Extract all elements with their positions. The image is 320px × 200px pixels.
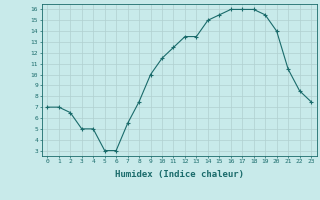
X-axis label: Humidex (Indice chaleur): Humidex (Indice chaleur) — [115, 170, 244, 179]
